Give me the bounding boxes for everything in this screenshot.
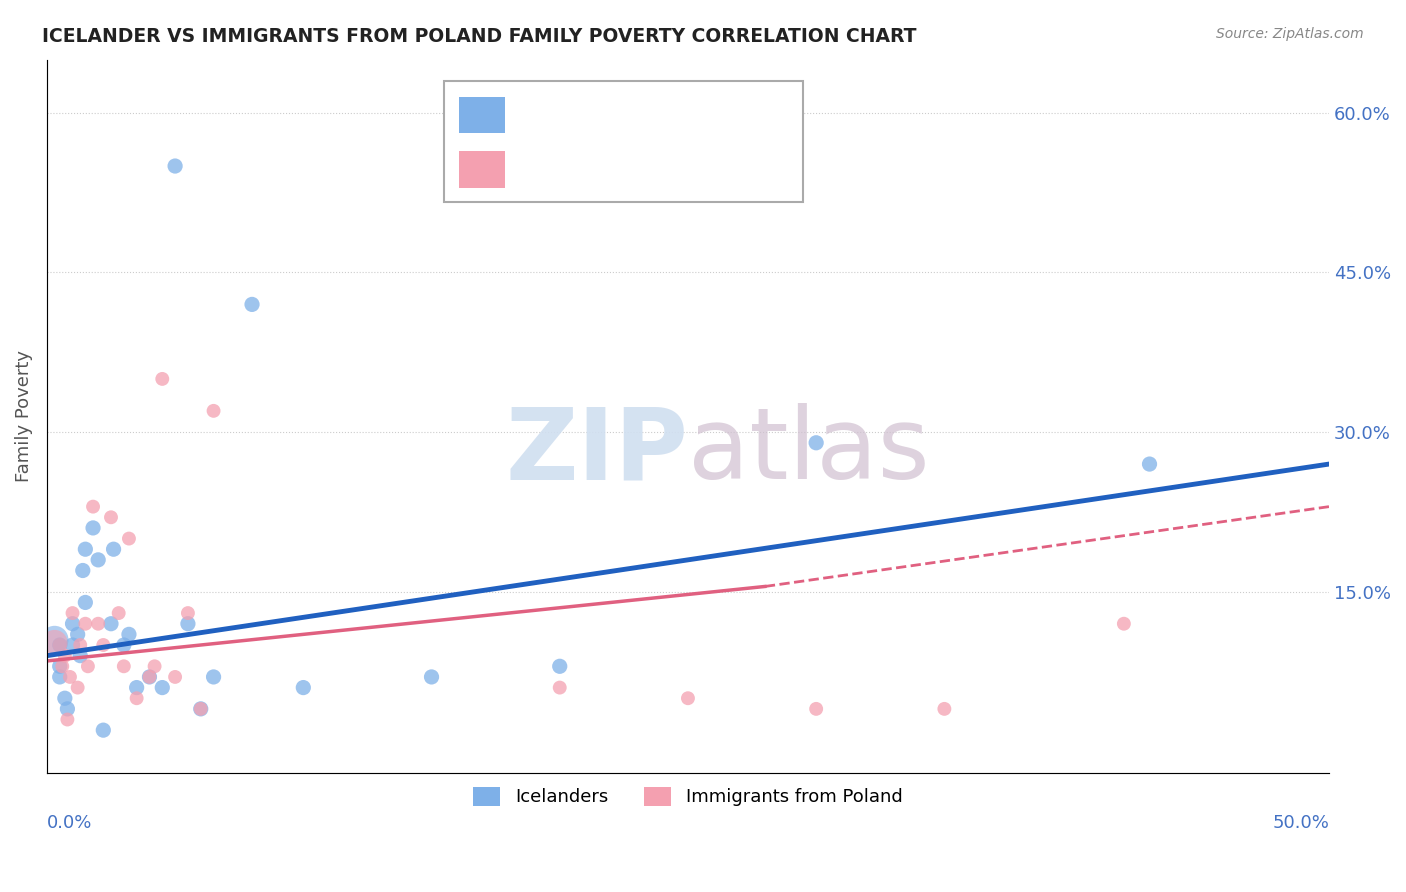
- Point: [1112, 616, 1135, 631]
- Point: [118, 627, 141, 641]
- Point: [91, 723, 114, 738]
- Point: [66, 681, 89, 695]
- Point: [143, 659, 166, 673]
- Point: [48, 638, 70, 652]
- Point: [125, 681, 148, 695]
- Point: [48, 670, 70, 684]
- Point: [292, 681, 315, 695]
- Text: 50.0%: 50.0%: [1272, 814, 1329, 832]
- Point: [118, 532, 141, 546]
- Point: [548, 659, 571, 673]
- Point: [100, 616, 122, 631]
- Point: [48, 659, 70, 673]
- Point: [75, 542, 97, 557]
- Point: [59, 670, 82, 684]
- Point: [676, 691, 699, 706]
- Point: [107, 606, 129, 620]
- Legend: Icelanders, Immigrants from Poland: Icelanders, Immigrants from Poland: [467, 780, 910, 814]
- Text: atlas: atlas: [688, 403, 929, 500]
- Point: [1139, 457, 1161, 471]
- Point: [77, 659, 100, 673]
- Point: [165, 670, 187, 684]
- Point: [804, 435, 827, 450]
- Text: Source: ZipAtlas.com: Source: ZipAtlas.com: [1216, 27, 1364, 41]
- Point: [240, 297, 263, 311]
- Point: [56, 713, 79, 727]
- Point: [100, 510, 122, 524]
- Point: [202, 404, 225, 418]
- Point: [138, 670, 160, 684]
- Point: [190, 702, 212, 716]
- Point: [75, 595, 97, 609]
- Point: [69, 648, 91, 663]
- Point: [62, 606, 84, 620]
- Point: [51, 659, 73, 673]
- Y-axis label: Family Poverty: Family Poverty: [15, 351, 32, 483]
- Point: [112, 638, 135, 652]
- Point: [190, 702, 212, 716]
- Point: [75, 616, 97, 631]
- Point: [82, 500, 104, 514]
- Point: [87, 553, 110, 567]
- Point: [53, 648, 76, 663]
- Point: [202, 670, 225, 684]
- Point: [548, 681, 571, 695]
- Point: [53, 691, 76, 706]
- Point: [165, 159, 187, 173]
- Point: [177, 606, 200, 620]
- Point: [62, 616, 84, 631]
- Point: [62, 638, 84, 652]
- Text: ICELANDER VS IMMIGRANTS FROM POLAND FAMILY POVERTY CORRELATION CHART: ICELANDER VS IMMIGRANTS FROM POLAND FAMI…: [42, 27, 917, 45]
- Text: 0.0%: 0.0%: [46, 814, 93, 832]
- Point: [82, 521, 104, 535]
- Point: [112, 659, 135, 673]
- Point: [44, 632, 66, 647]
- Point: [44, 636, 66, 650]
- Point: [138, 670, 160, 684]
- Point: [804, 702, 827, 716]
- Point: [177, 616, 200, 631]
- Point: [420, 670, 443, 684]
- Point: [56, 702, 79, 716]
- Point: [69, 638, 91, 652]
- Point: [103, 542, 125, 557]
- Point: [48, 638, 70, 652]
- Point: [72, 564, 94, 578]
- Point: [150, 372, 173, 386]
- Point: [150, 681, 173, 695]
- Point: [66, 627, 89, 641]
- Point: [91, 638, 114, 652]
- Point: [934, 702, 956, 716]
- Point: [125, 691, 148, 706]
- Point: [87, 616, 110, 631]
- Text: ZIP: ZIP: [505, 403, 688, 500]
